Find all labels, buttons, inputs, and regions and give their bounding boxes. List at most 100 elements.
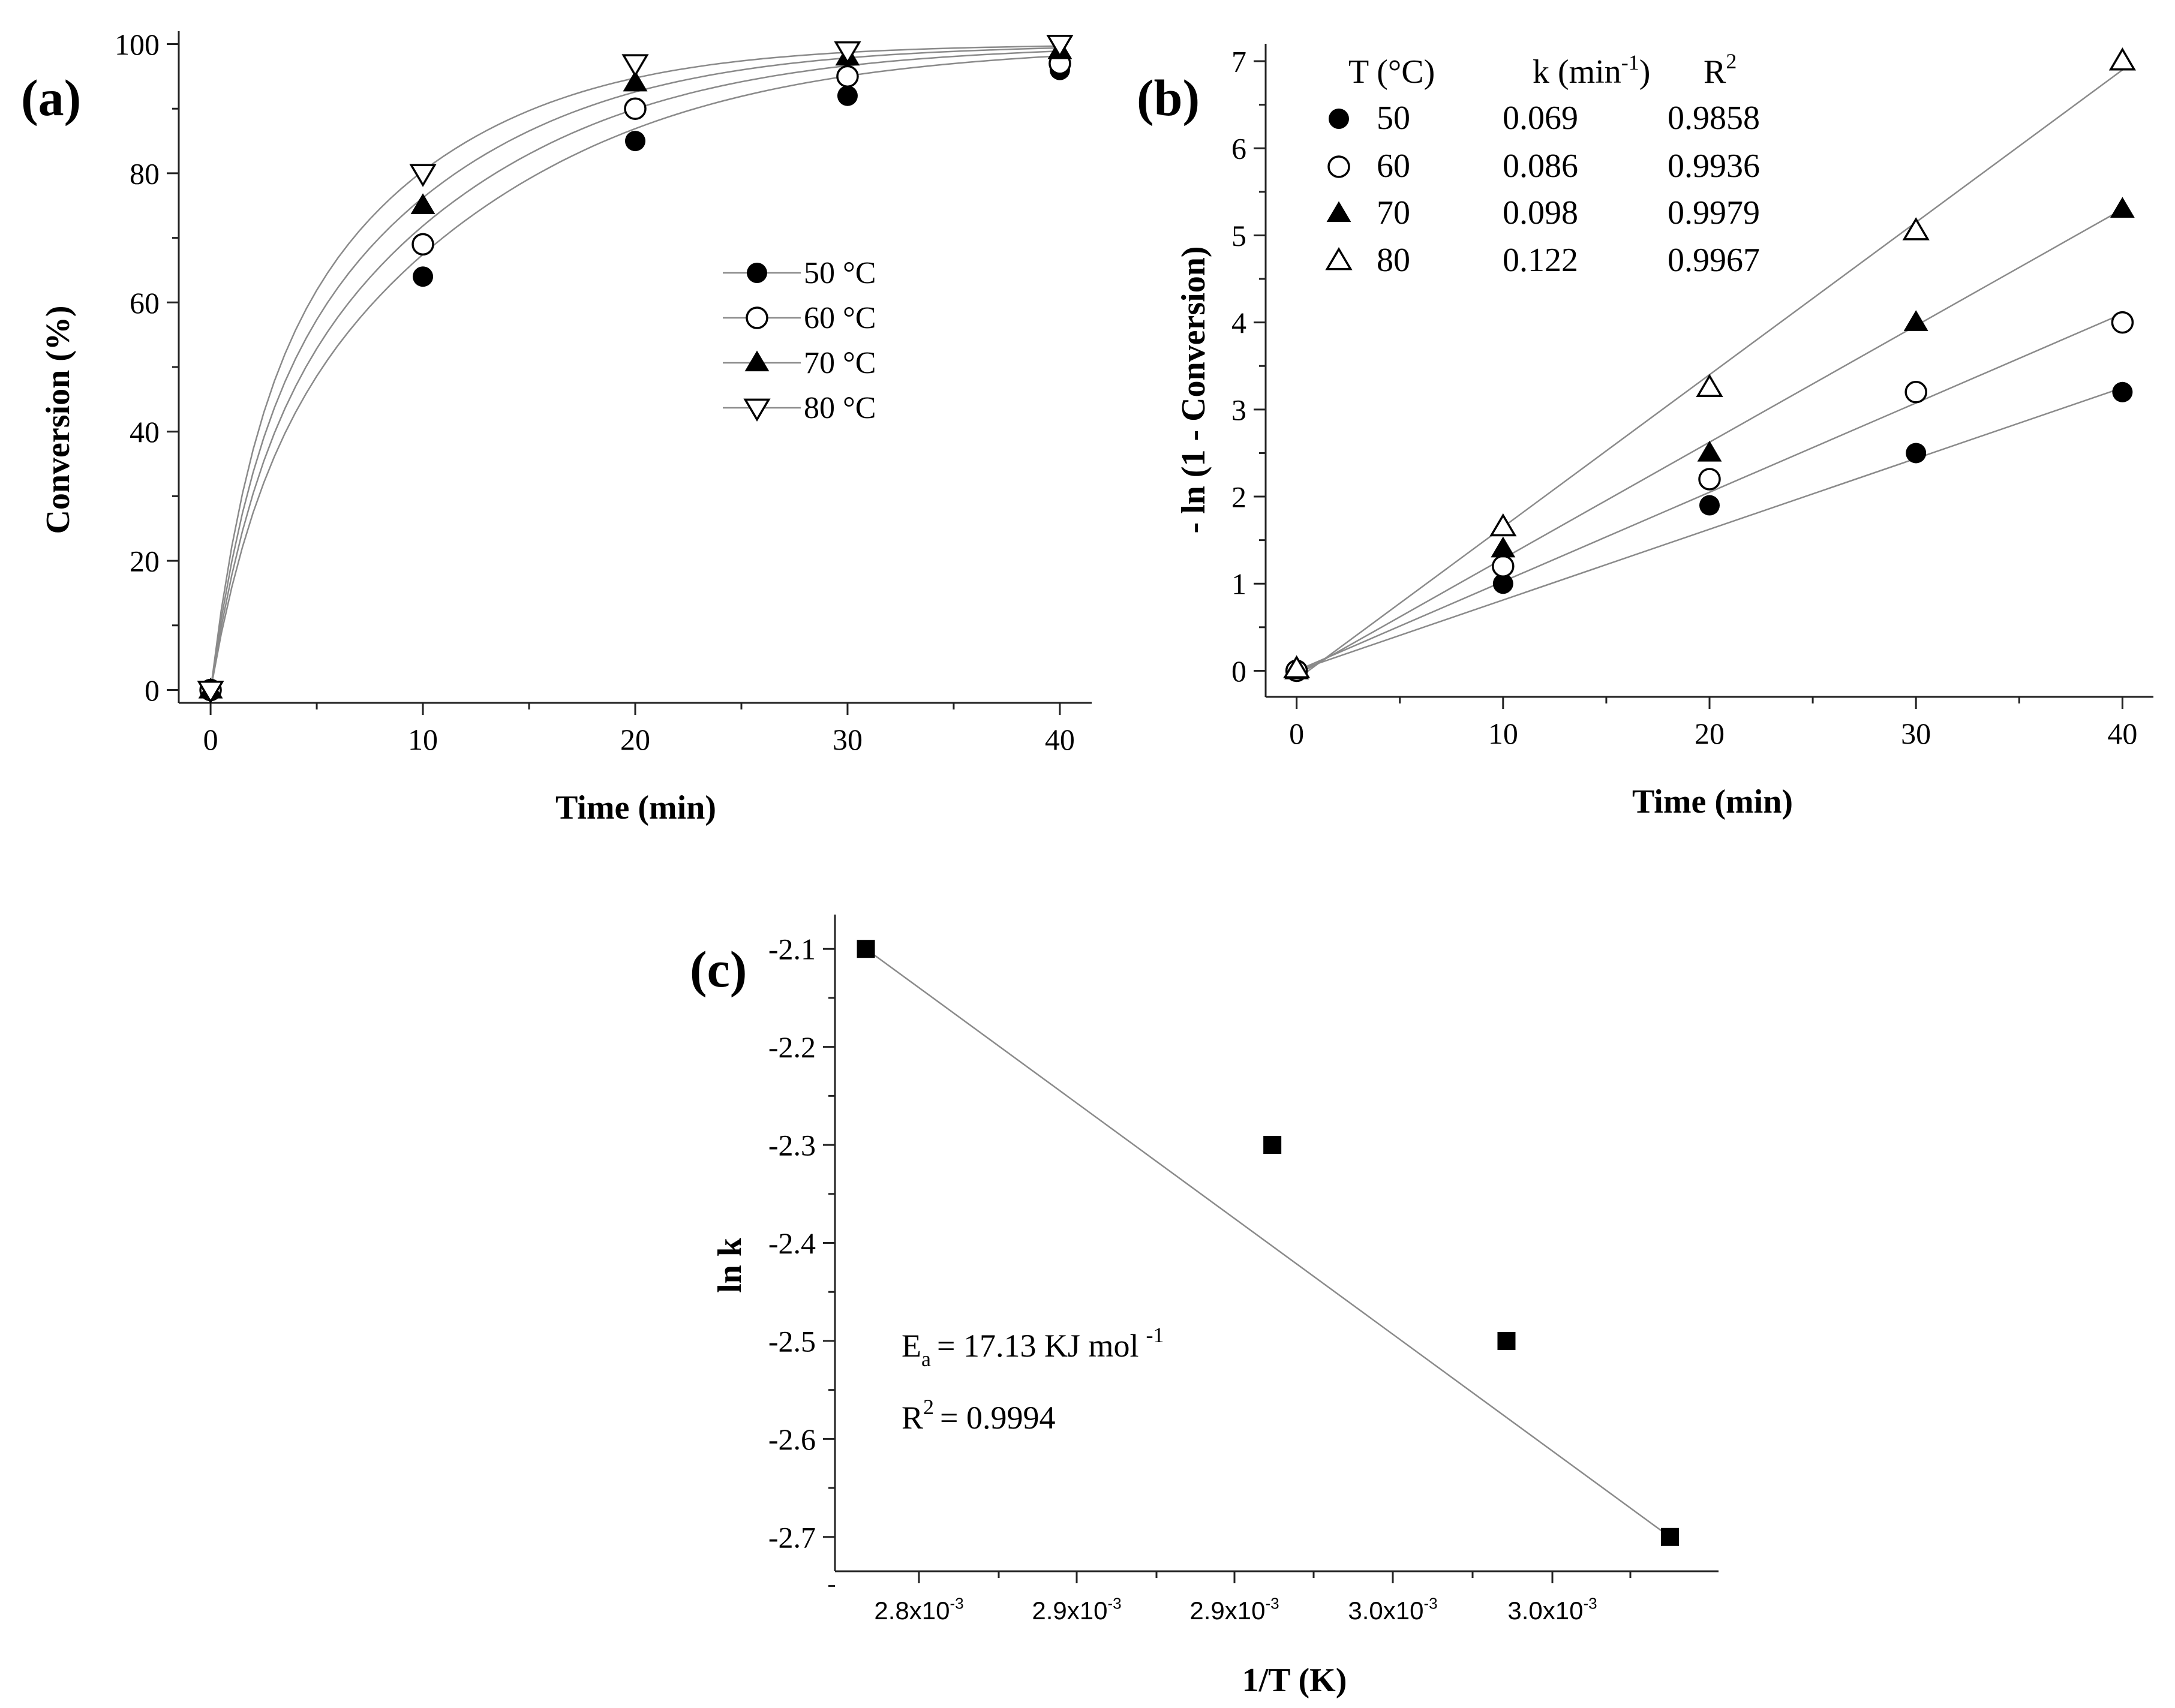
data-point-50 [837,85,858,106]
x-tick-label: 10 [1488,717,1518,750]
x-tick-label: 0 [1289,717,1304,750]
panel-c-x-axis-label: 1/T (K) [1242,1662,1347,1699]
x-tick-label: 30 [833,723,863,756]
y-tick-label: -2.7 [768,1520,816,1554]
legend-a-marker [747,263,767,283]
data-point-50 [2112,381,2133,402]
panel-b-y-axis-label: - ln (1 - Conversion) [1175,246,1212,533]
y-tick-label: 80 [130,157,160,190]
y-tick-label: 3 [1231,393,1246,426]
y-tick-label: 40 [130,415,160,449]
data-point-80 [834,41,861,65]
y-tick-label: -2.5 [768,1324,816,1358]
table-marker-50 [1329,109,1349,129]
data-point-80 [1489,513,1517,537]
y-tick-label: -2.4 [768,1226,816,1260]
table-row-60-k: 0.086 [1503,148,1578,185]
y-tick-label: 1 [1231,567,1246,601]
panel-b-x-axis-label: Time (min) [1632,783,1793,820]
data-point-70 [410,193,435,214]
fit-curve-50 [209,55,1060,690]
data-point-80 [2108,47,2136,71]
data-point-60 [2111,311,2134,334]
legend-a-marker [743,398,771,422]
data-point-50 [1906,443,1927,464]
x-tick-label: 2.8x10-3 [874,1594,963,1625]
table-row-50-r2: 0.9858 [1668,100,1760,137]
legend-a-marker [746,306,768,329]
fit-curve-70 [209,47,1060,690]
data-point-60 [624,97,647,120]
data-point-70 [1491,536,1516,558]
panel-a-legend: 50 °C 60 °C 70 °C 80 °C [723,256,876,425]
table-row-50-k: 0.069 [1503,100,1578,137]
table-row-80-temperature: 80 [1377,242,1410,279]
arrhenius-data-point [857,940,875,958]
data-point-50 [1699,495,1720,516]
table-header-temperature: T (°C) [1348,53,1435,91]
x-tick-label: 30 [1901,717,1931,750]
data-point-80 [1696,374,1723,397]
panel-c-y-axis-label: ln k [711,1237,749,1293]
table-row-80-r2: 0.9967 [1668,242,1760,279]
panel-a: (a) 0 10 20 30 40 0 20 40 60 80 100 Time (min) Con… [21,28,1092,826]
data-point-80 [1046,35,1074,58]
data-point-60 [836,65,859,88]
y-tick-label: 5 [1231,219,1246,252]
x-tick-label: 3.0x10-3 [1507,1594,1597,1625]
x-tick-label: 2.9x10-3 [1032,1594,1121,1625]
panel-a-x-axis-label: Time (min) [555,789,716,826]
data-point-80 [1902,217,1930,240]
x-tick-label: 20 [1695,717,1725,750]
table-row-70-k: 0.098 [1503,194,1578,231]
data-point-70 [1697,440,1722,462]
data-point-80 [197,681,224,704]
data-point-70 [2110,197,2135,218]
fit-line-50 [1296,387,2123,672]
arrhenius-data-point [1497,1331,1516,1350]
data-point-50 [413,266,434,287]
x-tick-label: 20 [620,723,650,756]
panel-b-rate-table: T (°C) k (min-1) R2 50 0.069 0.9858 60 0… [1325,49,1760,279]
y-tick-label: 4 [1231,306,1246,339]
x-tick-label: 40 [2107,717,2137,750]
data-point-50 [1492,573,1513,594]
y-tick-label: 100 [115,28,160,61]
table-header-r-squared: R2 [1704,49,1737,91]
table-marker-60 [1327,155,1350,178]
y-tick-label: -2.1 [768,933,816,966]
table-row-60-r2: 0.9936 [1668,148,1760,185]
x-tick-label: 3.0x10-3 [1348,1594,1437,1625]
y-tick-label: 6 [1231,132,1246,166]
y-tick-label: 0 [145,673,160,707]
panel-b-label: (b) [1137,69,1200,127]
data-point-60 [411,233,434,256]
table-marker-80 [1325,246,1353,270]
table-row-50-temperature: 50 [1377,100,1410,137]
r-squared-label: R2 = 0.9994 [902,1395,1056,1436]
x-tick-label: 0 [203,723,218,756]
data-point-60 [1492,555,1515,578]
arrhenius-data-point [1263,1136,1282,1154]
data-point-50 [625,131,645,152]
data-point-80 [621,54,649,77]
activation-energy-label: Ea = 17.13 KJ mol -1 [902,1323,1164,1371]
table-row-80-k: 0.122 [1503,242,1578,279]
data-point-60 [1904,381,1927,404]
panel-a-y-axis-label: Conversion (%) [40,305,77,534]
x-tick-label: 40 [1045,723,1075,756]
data-point-80 [409,164,437,187]
arrhenius-fit-line [865,948,1671,1538]
table-row-60-temperature: 60 [1377,148,1410,185]
table-header-rate-constant: k (min-1) [1533,50,1650,91]
legend-a-label-50: 50 °C [804,256,876,290]
legend-a-marker [744,350,770,372]
legend-a-label-70: 70 °C [804,346,876,380]
y-tick-label: -2.2 [768,1030,816,1064]
table-row-70-temperature: 70 [1377,194,1410,231]
panel-a-label: (a) [21,69,81,127]
panel-c-plot-area: 2.8x10-3 2.9x10-3 2.9x10-3 3.0x10-3 3.0x10-3… [768,915,1719,1625]
y-tick-label: 20 [130,545,160,578]
table-marker-70 [1326,201,1351,222]
